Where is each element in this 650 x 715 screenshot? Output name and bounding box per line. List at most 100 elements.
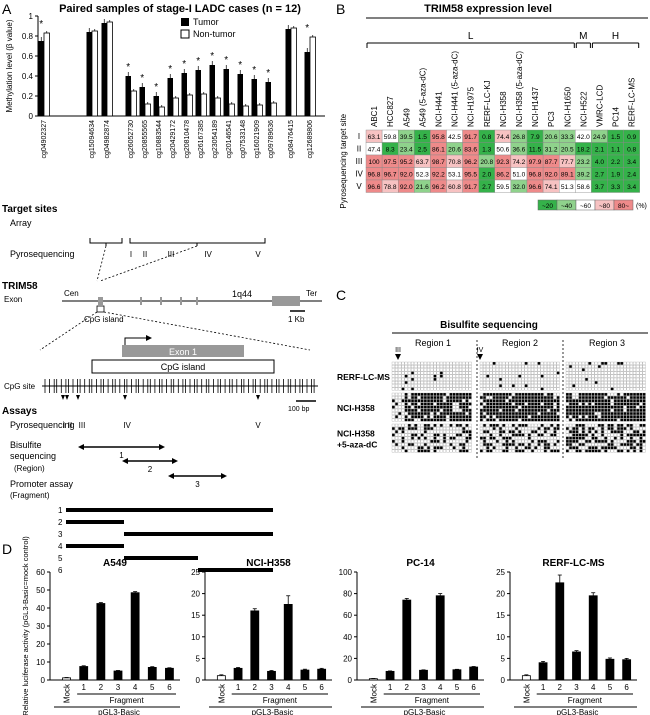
legend-unit: (%) [636,203,647,210]
cpg-cell [569,449,573,453]
row-label: II [357,145,361,154]
cpg-cell [527,392,531,396]
cpg-cell [537,415,541,419]
cpg-cell [547,436,551,440]
heatmap-value: 36.6 [513,147,526,154]
cpg-cell [411,443,415,447]
cpg-cell [455,384,459,388]
pyro-numeral: IV [123,421,131,430]
cpg-cell [629,399,633,403]
cpg-cell [626,433,630,437]
cpg-cell [518,365,522,369]
cpg-cell [420,371,424,375]
cpg-cell [601,387,605,391]
heatmap-value: 92.0 [545,172,558,179]
heatmap-value: 86.1 [432,147,445,154]
cpg-cell [508,396,512,400]
cpg-cell [636,392,640,396]
cpg-cell [439,405,443,409]
bar-tumor [86,32,92,116]
cpg-cell [610,374,614,378]
cpg-cell [417,430,421,434]
cpg-cell [581,399,585,403]
cpg-cell [391,423,395,427]
cpg-cell [436,446,440,450]
cpg-cell [439,392,443,396]
cpg-cell [540,436,544,440]
cpg-cell [398,439,402,443]
cpg-cell [581,412,585,416]
cpg-cell [455,396,459,400]
cpg-cell [550,436,554,440]
cpg-cell [540,368,544,372]
cpg-cell [391,446,395,450]
cpg-cell [623,381,627,385]
cpg-cell [553,436,557,440]
cpg-cell [556,449,560,453]
cpg-cell [537,365,541,369]
cpg-cell [626,430,630,434]
cpg-cell [508,405,512,409]
cpg-cell [604,412,608,416]
cpg-cell [515,368,519,372]
heatmap-value: 11.5 [529,147,542,154]
cpg-cell [642,374,646,378]
cpg-cell [430,384,434,388]
cpg-cell [575,430,579,434]
cpg-cell [495,449,499,453]
cpg-cell [629,368,633,372]
cpg-cell [430,381,434,385]
cpg-cell [569,423,573,427]
x-tick-label: 3 [269,683,274,692]
y-tick-label: 0 [29,112,34,121]
cpg-cell [642,427,646,431]
y-tick-label: 10 [496,633,505,642]
cpg-cell [486,423,490,427]
cpg-cell [411,418,415,422]
cpg-cell [423,436,427,440]
cpg-cell [446,443,450,447]
cpg-cell [540,430,544,434]
cpg-cell [572,392,576,396]
cpg-cell [433,384,437,388]
cpg-cell [527,436,531,440]
x-tick-label: 4 [286,683,291,692]
cpg-cell [629,387,633,391]
cpg-cell [531,449,535,453]
heatmap-value: 51.3 [561,184,574,191]
legend-label: ~40 [561,203,572,210]
cpg-cell [623,408,627,412]
cpg-cell [581,365,585,369]
cpg-cell [439,427,443,431]
cpg-cell [534,443,538,447]
cpg-cell [511,415,515,419]
cpg-cell [459,415,463,419]
cpg-cell [597,365,601,369]
cpg-cell [553,405,557,409]
cpg-cell [508,408,512,412]
cpg-cell [556,412,560,416]
cpg-cell [636,439,640,443]
cpg-cell [499,365,503,369]
cpg-cell [553,361,557,365]
cpg-cell [452,396,456,400]
cpg-cell [398,387,402,391]
cpg-cell [547,387,551,391]
heatmap-value: 91.7 [464,184,477,191]
cpg-island-box [91,359,275,374]
y-tick-label: 0.8 [22,32,34,41]
cpg-cell [443,402,447,406]
cpg-cell [486,377,490,381]
luciferase-bar [402,599,412,681]
cpg-cell [483,439,487,443]
cpg-cell [617,433,621,437]
cpg-cell [411,365,415,369]
cpg-cell [483,365,487,369]
cpg-cell [527,377,531,381]
cpg-cell [550,384,554,388]
cpg-cell [607,399,611,403]
cpg-cell [581,423,585,427]
x-tick-label: 4 [438,683,443,692]
cpg-cell [414,408,418,412]
cpg-cell [534,433,538,437]
